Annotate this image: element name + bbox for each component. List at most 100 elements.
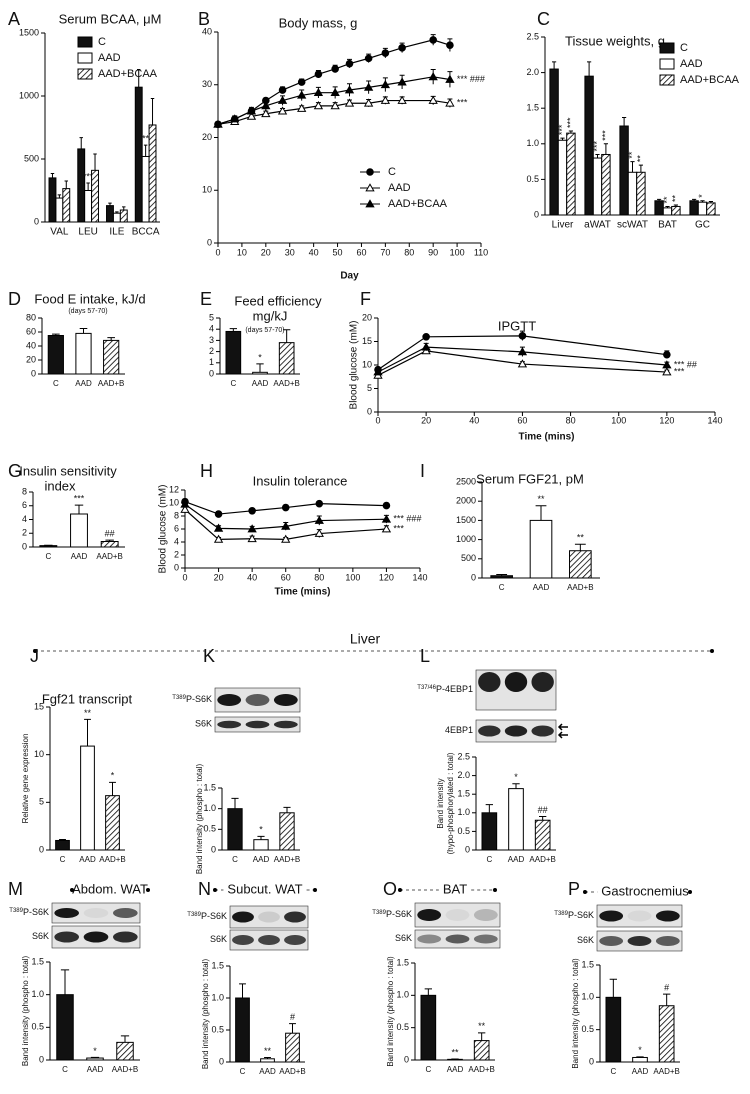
significance-label: *** xyxy=(592,140,602,151)
blot-band xyxy=(478,672,501,692)
bar xyxy=(706,202,716,216)
error-bar xyxy=(552,61,557,70)
line-marker xyxy=(246,106,257,115)
error-bar xyxy=(708,200,713,203)
y-tick-label: 1.5 xyxy=(211,960,224,970)
bar xyxy=(134,86,143,223)
bar xyxy=(285,1032,300,1063)
panel-letter: P xyxy=(568,879,580,899)
blot-band xyxy=(245,694,270,706)
legend-label: AAD xyxy=(98,52,121,64)
x-tick-label: C xyxy=(425,1065,431,1074)
blot-label-text: S6K xyxy=(32,931,49,941)
y-tick-label: 8 xyxy=(22,486,27,496)
blot-band xyxy=(284,935,306,945)
significance-label: ## xyxy=(538,805,548,815)
y-tick-label: 2 xyxy=(209,346,214,356)
divider-dot xyxy=(33,649,37,653)
error-bar xyxy=(57,194,62,199)
y-tick-label: 4 xyxy=(22,514,27,524)
line-marker xyxy=(381,49,390,57)
series-line xyxy=(377,335,667,371)
panel-letter: O xyxy=(383,879,397,899)
series-line xyxy=(184,501,387,515)
blot-band xyxy=(83,908,109,918)
panel-letter: E xyxy=(200,289,212,309)
line-marker xyxy=(429,36,437,44)
panel-letter: M xyxy=(8,879,23,899)
bar xyxy=(116,1041,134,1061)
error-bar xyxy=(692,198,697,201)
x-axis-label: Day xyxy=(340,271,359,282)
line-marker xyxy=(277,95,288,104)
blot-band xyxy=(627,936,652,946)
significance-label: ** xyxy=(451,1047,459,1057)
bar xyxy=(279,812,295,851)
error-bar xyxy=(79,137,83,149)
legend-swatch xyxy=(77,68,93,80)
blot-band xyxy=(599,910,624,922)
x-tick-label: 30 xyxy=(285,247,295,257)
y-axis-label: Band intensity (phospho : total) xyxy=(201,959,210,1070)
line-marker xyxy=(180,504,190,513)
panel-letter: K xyxy=(203,646,215,666)
y-tick-label: 20 xyxy=(202,132,212,142)
chart-title: Insulin tolerance xyxy=(253,473,348,488)
divider-dot xyxy=(493,888,497,892)
y-tick-label: 2.5 xyxy=(526,31,539,41)
bar xyxy=(534,819,551,851)
significance-label: *** xyxy=(674,366,685,376)
legend-label: AAD xyxy=(680,58,703,70)
chart-title: Food E intake, kJ/d xyxy=(34,291,145,306)
y-tick-label: 2.5 xyxy=(457,751,470,761)
y-tick-label: 60 xyxy=(26,326,36,336)
x-tick-label: AAD xyxy=(87,1065,104,1074)
significance-label: * xyxy=(259,825,263,835)
line-marker xyxy=(247,533,257,543)
bar xyxy=(569,550,592,579)
x-tick-label: AAD+B xyxy=(274,855,300,864)
error-bar xyxy=(143,144,148,157)
y-tick-label: 0 xyxy=(39,844,44,854)
legend-swatch xyxy=(77,52,93,64)
y-tick-label: 0 xyxy=(209,368,214,378)
line-marker xyxy=(363,98,374,107)
error-bar xyxy=(535,505,547,521)
chart-title: Abdom. WAT xyxy=(72,881,148,896)
bar xyxy=(235,997,250,1063)
error-bar xyxy=(603,143,608,155)
error-bar xyxy=(638,164,643,173)
blot-band xyxy=(473,934,498,944)
blot-label: T37/46P-4EBP1 xyxy=(417,684,473,694)
y-tick-label: 80 xyxy=(26,312,36,322)
significance-label: * xyxy=(638,1045,642,1055)
line-marker xyxy=(314,70,323,78)
y-tick-label: 1.0 xyxy=(526,138,539,148)
blot-label: T389P-S6K xyxy=(372,909,412,919)
line-marker xyxy=(313,101,324,110)
blot-band xyxy=(504,672,528,692)
y-tick-label: 1.0 xyxy=(203,803,216,813)
x-tick-label: BCCA xyxy=(132,227,160,238)
bar xyxy=(566,132,576,216)
blot-label-superscript: T389 xyxy=(554,911,568,917)
x-tick-label: AAD+B xyxy=(567,583,593,592)
y-tick-label: 0 xyxy=(207,237,212,247)
line-marker xyxy=(428,72,438,81)
line-marker xyxy=(297,103,307,112)
y-tick-label: 4 xyxy=(174,536,179,546)
panel-letter: L xyxy=(420,646,430,666)
chart-title: mg/kJ xyxy=(253,308,288,323)
x-tick-label: 100 xyxy=(345,572,360,582)
error-bar xyxy=(137,69,141,88)
chart-title: Tissue weights, g xyxy=(565,33,665,48)
bar xyxy=(62,188,71,223)
blot-label-text: S6K xyxy=(195,719,212,729)
error-bar xyxy=(283,806,291,813)
blot-band xyxy=(531,725,554,737)
bar xyxy=(77,148,86,223)
blot-label-text: 4EBP1 xyxy=(445,725,473,735)
line-marker xyxy=(364,54,373,63)
y-tick-label: 40 xyxy=(26,340,36,350)
